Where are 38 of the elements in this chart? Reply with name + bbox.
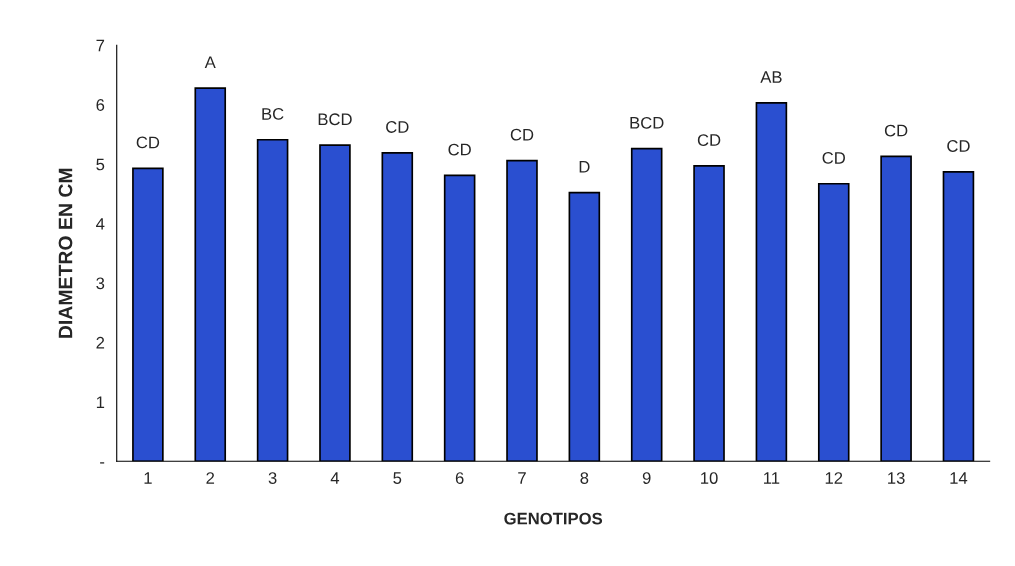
y-tick-label: 5 — [96, 158, 105, 171]
annotation: CD — [697, 134, 721, 146]
x-tick-label: 14 — [950, 472, 968, 484]
y-tick-label: 6 — [96, 99, 105, 111]
x-tick-label: 8 — [580, 472, 589, 484]
annotation: CD — [386, 121, 409, 133]
annotation: CD — [947, 140, 970, 152]
y-tick-label: 3 — [96, 277, 105, 290]
x-tick-label: 11 — [764, 472, 780, 484]
x-tick-label: 2 — [206, 472, 215, 484]
y-tick-label: 4 — [96, 218, 105, 230]
x-tick-label: 12 — [825, 472, 843, 484]
x-tick-label: 3 — [268, 472, 277, 484]
y-tick-label: 1 — [96, 396, 105, 408]
annotation: CD — [822, 151, 845, 164]
annotation: CD — [448, 143, 471, 156]
annotation: CD — [136, 136, 160, 149]
x-tick-label: 9 — [642, 472, 651, 484]
x-tick-label: 10 — [701, 472, 718, 484]
annotation: BCD — [318, 113, 352, 126]
annotation: BC — [262, 108, 284, 120]
y-tick-label: 2 — [96, 336, 105, 349]
annotation: D — [579, 161, 590, 173]
annotation: CD — [884, 124, 908, 137]
annotation: CD — [510, 128, 534, 141]
y-tick-label: 7 — [96, 39, 105, 52]
x-tick-label: 4 — [330, 472, 340, 484]
x-tick-label: 7 — [518, 472, 526, 484]
annotation: BCD — [630, 116, 664, 129]
y-axis-title: DIAMETRO EN CM — [58, 168, 73, 338]
x-tick-label: 6 — [455, 472, 464, 484]
annotation: AB — [760, 71, 782, 83]
x-tick-label: 13 — [888, 472, 905, 484]
x-tick-label: 1 — [144, 472, 152, 484]
x-tick-label: 5 — [393, 472, 402, 484]
y-tick-label: - — [100, 462, 105, 464]
annotation: A — [204, 56, 216, 68]
x-axis-title: GENOTIPOS — [504, 512, 603, 525]
